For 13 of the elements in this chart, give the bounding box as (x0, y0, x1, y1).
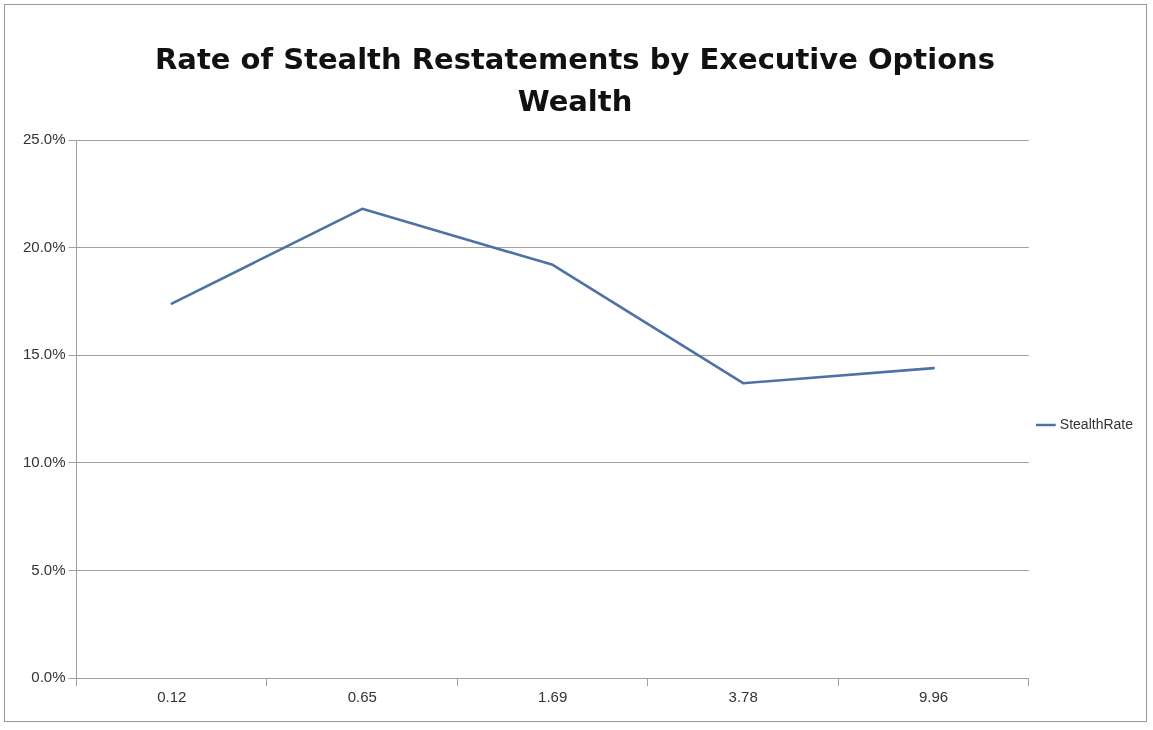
x-tick-label: 9.96 (919, 688, 949, 706)
x-tick-label: 3.78 (728, 688, 758, 706)
legend-label: StealthRate (1059, 415, 1134, 432)
y-tick-label: 0.0% (31, 668, 66, 686)
y-tick-label: 10.0% (22, 452, 66, 470)
x-tick-label: 1.69 (538, 688, 568, 706)
x-tick-label: 0.65 (347, 688, 377, 706)
y-tick-label: 15.0% (22, 345, 66, 363)
x-tick-label: 0.12 (157, 688, 187, 706)
chart-title: Rate of Stealth Restatements by Executive Options Wealth (154, 41, 996, 120)
y-tick-label: 25.0% (22, 130, 66, 148)
y-tick-label: 20.0% (22, 237, 66, 255)
y-tick-label: 5.0% (31, 560, 66, 578)
